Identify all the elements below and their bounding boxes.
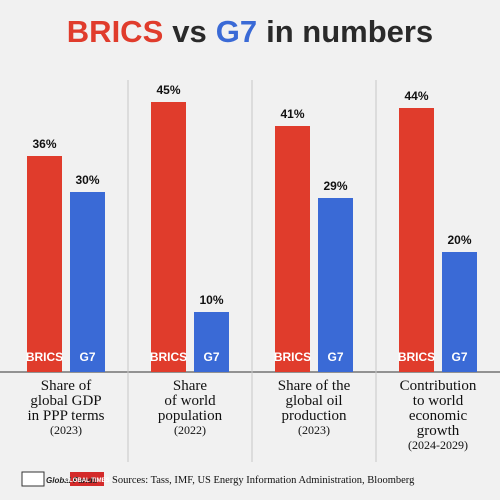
category-label: of world — [164, 393, 216, 409]
category-year: (2024-2029) — [408, 438, 468, 452]
bar — [275, 126, 310, 372]
title-part: BRICS — [67, 14, 163, 49]
bar — [318, 198, 353, 372]
bar-series-label: BRICS — [398, 350, 435, 364]
bar-series-label: BRICS — [274, 350, 311, 364]
value-label: 20% — [447, 233, 471, 247]
category-label: economic — [409, 408, 468, 424]
category-label: Contribution — [400, 378, 477, 394]
bar-series-label: BRICS — [26, 350, 63, 364]
logo-box — [21, 471, 45, 487]
value-label: 36% — [32, 137, 56, 151]
bar — [151, 102, 186, 372]
value-label: 10% — [199, 293, 223, 307]
logo-text: GLOBAL TIMES — [64, 478, 109, 484]
title-part: in numbers — [266, 14, 433, 49]
bar-series-label: G7 — [203, 350, 219, 364]
bar — [194, 312, 229, 372]
bar — [399, 108, 434, 372]
logo-box — [70, 472, 104, 486]
bar — [27, 156, 62, 372]
bar-series-label: G7 — [327, 350, 343, 364]
value-label: 45% — [156, 83, 180, 97]
category-label: Share of the — [278, 378, 351, 394]
source: Sources: Tass, IMF, US Energy Informatio… — [112, 475, 415, 486]
category-label: global GDP — [30, 393, 101, 409]
bar-series-label: G7 — [79, 350, 95, 364]
value-label: 30% — [75, 173, 99, 187]
category-label: growth — [417, 423, 460, 439]
category-year: (2023) — [50, 423, 82, 437]
logo-text: Global Panda — [46, 476, 98, 485]
category-label: production — [282, 408, 347, 424]
bar-series-label: BRICS — [150, 350, 187, 364]
bar — [442, 252, 477, 372]
category-label: global oil — [285, 393, 342, 409]
bar-series-label: G7 — [451, 350, 467, 364]
category-label: Share of — [41, 378, 91, 394]
chart-title: BRICS vs G7 in numbers — [67, 14, 433, 49]
title-part: vs — [172, 14, 206, 49]
category-year: (2022) — [174, 423, 206, 437]
value-label: 29% — [323, 179, 347, 193]
title-part: G7 — [216, 14, 257, 49]
value-label: 44% — [404, 89, 428, 103]
category-label: Share — [173, 378, 207, 394]
category-label: to world — [413, 393, 464, 409]
category-year: (2023) — [298, 423, 330, 437]
category-label: population — [158, 408, 223, 424]
category-label: in PPP terms — [28, 408, 105, 424]
bar — [70, 192, 105, 372]
value-label: 41% — [280, 107, 304, 121]
